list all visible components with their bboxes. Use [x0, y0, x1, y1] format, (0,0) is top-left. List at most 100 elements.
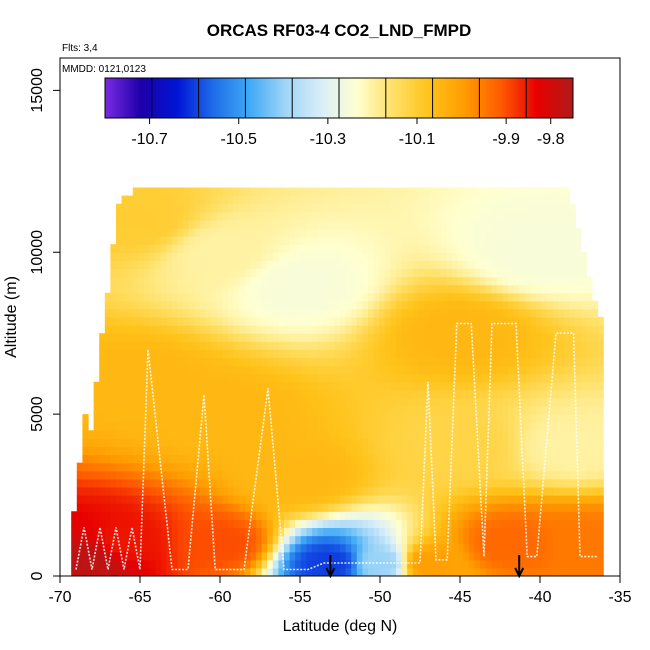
field-cell: [552, 495, 559, 504]
field-cell: [99, 389, 106, 399]
field-cell: [250, 454, 257, 464]
field-cell: [239, 414, 246, 423]
field-cell: [569, 462, 576, 472]
field-cell: [351, 397, 358, 407]
field-cell: [177, 276, 184, 286]
field-cell: [222, 317, 229, 326]
field-cell: [200, 300, 207, 310]
field-cell: [356, 219, 363, 229]
field-cell: [149, 219, 156, 229]
field-cell: [401, 527, 408, 537]
field-cell: [300, 187, 307, 197]
field-cell: [300, 438, 307, 448]
field-cell: [368, 397, 375, 407]
field-cell: [502, 495, 509, 504]
field-cell: [384, 341, 391, 350]
field-cell: [480, 397, 487, 407]
field-cell: [222, 422, 229, 431]
field-cell: [379, 317, 386, 326]
field-cell: [390, 446, 397, 456]
field-cell: [194, 333, 201, 342]
field-cell: [228, 236, 235, 245]
field-cell: [278, 268, 285, 278]
field-cell: [132, 454, 139, 464]
field-cell: [552, 292, 559, 302]
field-cell: [76, 519, 83, 529]
field-cell: [401, 478, 408, 488]
field-cell: [312, 470, 319, 480]
field-cell: [228, 511, 235, 520]
field-cell: [228, 227, 235, 237]
field-cell: [110, 551, 117, 561]
field-cell: [300, 389, 307, 399]
field-cell: [373, 244, 380, 253]
field-cell: [116, 203, 123, 213]
field-cell: [228, 357, 235, 367]
field-cell: [418, 559, 425, 569]
field-cell: [149, 300, 156, 310]
field-cell: [160, 406, 167, 415]
field-cell: [300, 341, 307, 350]
field-cell: [233, 341, 240, 350]
field-cell: [424, 543, 431, 553]
field-cell: [306, 227, 313, 237]
field-cell: [530, 325, 537, 334]
field-cell: [110, 503, 117, 512]
field-cell: [580, 486, 587, 496]
plot-frame: [59, 57, 621, 577]
field-cell: [334, 317, 341, 326]
field-cell: [295, 438, 302, 448]
field-cell: [188, 300, 195, 310]
field-cell: [457, 438, 464, 448]
field-cell: [340, 406, 347, 415]
field-cell: [390, 535, 397, 545]
field-cell: [396, 252, 403, 261]
field-cell: [194, 317, 201, 326]
field-cell: [513, 244, 520, 253]
field-cell: [351, 341, 358, 350]
field-cell: [188, 341, 195, 350]
field-cell: [474, 195, 481, 205]
field-cell: [586, 333, 593, 342]
field-cell: [183, 276, 190, 286]
field-cell: [569, 325, 576, 334]
field-cell: [373, 300, 380, 310]
field-cell: [267, 195, 274, 205]
field-cell: [284, 219, 291, 229]
field-cell: [564, 284, 571, 294]
field-cell: [457, 462, 464, 472]
field-cell: [396, 406, 403, 415]
field-cell: [160, 227, 167, 237]
field-cell: [228, 430, 235, 439]
field-cell: [468, 454, 475, 464]
field-cell: [127, 365, 134, 375]
field-cell: [552, 438, 559, 448]
field-cell: [334, 414, 341, 423]
field-cell: [188, 357, 195, 367]
field-cell: [104, 446, 111, 456]
field-cell: [547, 333, 554, 342]
field-cell: [228, 195, 235, 205]
field-cell: [160, 292, 167, 302]
flight-track: [75, 322, 598, 571]
field-cell: [116, 486, 123, 496]
field-cell: [300, 333, 307, 342]
field-cell: [323, 365, 330, 375]
field-cell: [222, 284, 229, 294]
field-cell: [379, 446, 386, 456]
field-cell: [284, 478, 291, 488]
field-cell: [356, 300, 363, 310]
field-cell: [547, 292, 554, 302]
field-cell: [547, 551, 554, 561]
field-cell: [508, 292, 515, 302]
field-cell: [575, 244, 582, 253]
field-cell: [345, 567, 352, 576]
field-cell: [569, 276, 576, 286]
field-cell: [312, 543, 319, 553]
field-cell: [368, 373, 375, 383]
field-cell: [491, 519, 498, 529]
field-cell: [278, 349, 285, 359]
field-cell: [424, 300, 431, 310]
field-cell: [149, 414, 156, 423]
field-cell: [396, 325, 403, 334]
